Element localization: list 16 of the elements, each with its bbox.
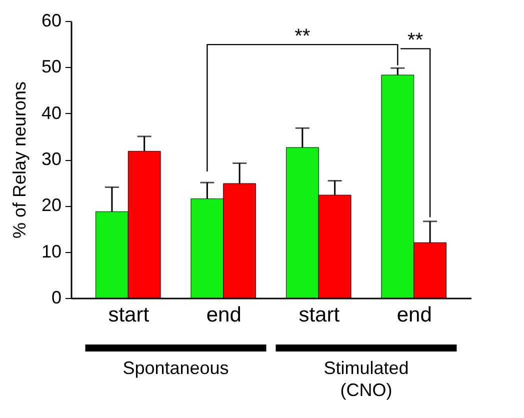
y-tick-label: 50 (41, 56, 62, 77)
annotation: ** (294, 26, 310, 48)
annotation: ** (407, 30, 424, 52)
y-tick-label: 10 (41, 241, 62, 262)
y-tick-label: 0 (51, 288, 62, 308)
x-tick-label: start (298, 304, 340, 326)
y-axis-title: % of Relay neurons (9, 81, 30, 239)
y-tick-label: 20 (41, 195, 62, 216)
y-tick-label: 30 (41, 149, 62, 169)
x-tick-label: start (108, 304, 150, 326)
x-tick-label: end (206, 304, 242, 326)
text: Spontaneous (122, 358, 229, 378)
text: Stimulated (CNO) (324, 358, 409, 400)
y-tick-label: 60 (41, 10, 62, 30)
x-tick-label: end (396, 304, 432, 326)
y-tick-label: 40 (41, 102, 62, 123)
